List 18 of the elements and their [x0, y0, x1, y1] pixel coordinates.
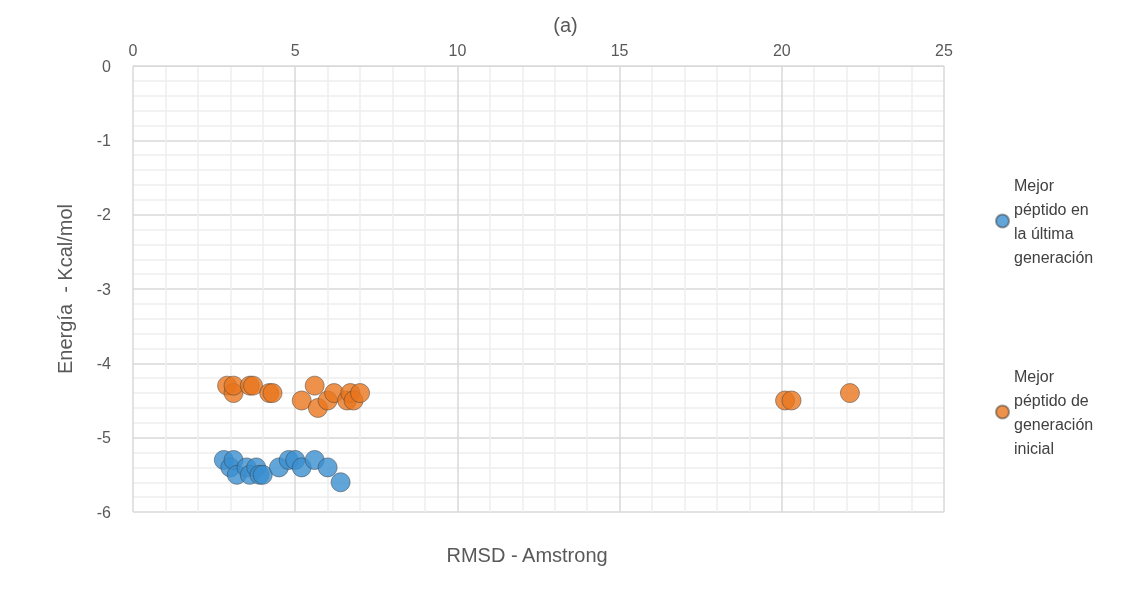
x-tick-label: 25 — [935, 41, 953, 59]
legend-label: Mejor péptido en la última generación — [1014, 176, 1094, 266]
legend-label: Mejor péptido de generación inicial — [1014, 367, 1098, 457]
y-axis-title: Energía - Kcal/mol — [54, 203, 76, 375]
y-tick-label: -5 — [96, 429, 112, 447]
y-tick-label: -2 — [96, 206, 112, 224]
chart-title: (a) — [553, 14, 578, 36]
x-tick-label: 5 — [290, 41, 300, 59]
x-tick-label: 0 — [128, 41, 138, 59]
x-tick-label: 20 — [772, 41, 791, 59]
x-tick-label: 10 — [448, 41, 467, 59]
y-tick-label: -6 — [96, 503, 112, 521]
x-tick-label: 15 — [610, 41, 629, 59]
y-tick-label: -3 — [96, 280, 112, 298]
y-tick-label: -4 — [96, 354, 112, 372]
y-tick-label: -1 — [96, 131, 112, 149]
x-axis-title: RMSD - Amstrong — [446, 544, 608, 566]
y-tick-label: 0 — [102, 57, 112, 75]
